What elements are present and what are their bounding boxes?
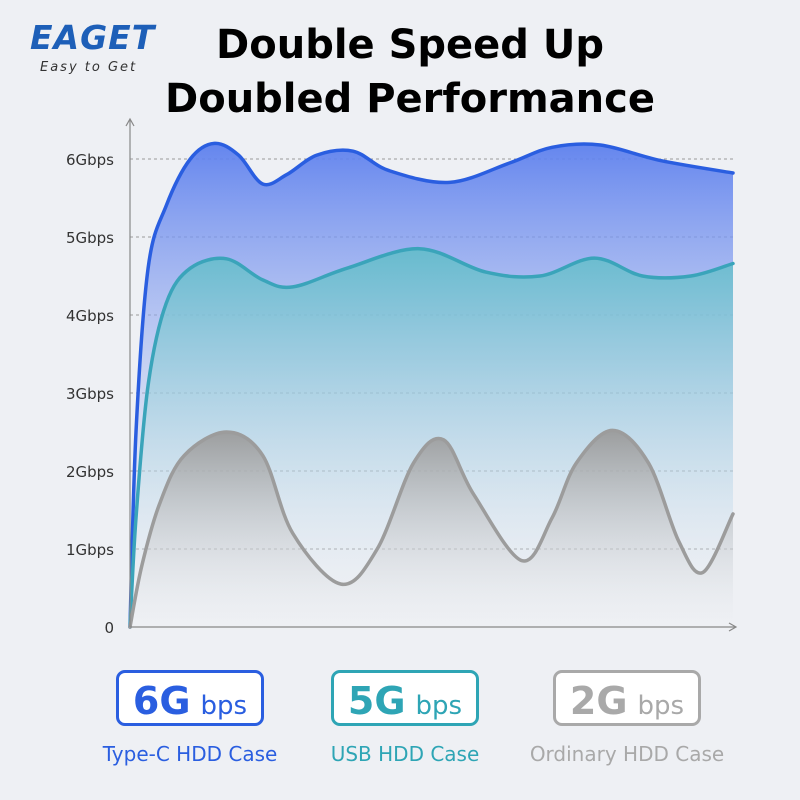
ordinary-hdd-case-area (130, 430, 733, 627)
y-tick-label: 4Gbps (66, 307, 114, 325)
y-tick-label: 2Gbps (66, 463, 114, 481)
badge-type-c-box: 6G bps (115, 670, 265, 726)
headline: Double Speed Up Doubled Performance (150, 18, 670, 126)
badge-ordinary-box: 2G bps (552, 670, 702, 726)
badge-type-c-unit: bps (200, 691, 248, 721)
brand-tagline: Easy to Get (40, 60, 138, 75)
y-axis-arrow-icon (125, 117, 135, 127)
y-tick-label: 1Gbps (66, 541, 114, 559)
headline-line-1: Double Speed Up (216, 22, 604, 68)
ordinary-hdd-case-line (128, 428, 735, 629)
badge-usb-number: 5G (347, 679, 406, 723)
badge-ordinary: 2G bps Ordinary HDD Case (497, 670, 757, 766)
badge-usb-unit: bps (415, 691, 463, 721)
badge-usb-label: USB HDD Case (330, 742, 480, 766)
badge-type-c-label: Type-C HDD Case (102, 742, 278, 766)
y-tick-label: 3Gbps (66, 385, 114, 403)
badge-usb: 5G bps USB HDD Case (275, 670, 535, 766)
type-c-hdd-case-line (128, 141, 735, 629)
y-tick-label: 6Gbps (66, 151, 114, 169)
x-axis-arrow-icon (728, 622, 738, 632)
usb-hdd-case-line (128, 246, 735, 629)
badge-ordinary-number: 2G (569, 679, 628, 723)
brand-logo: EAGET Easy to Get (30, 18, 156, 76)
brand-name: EAGET (30, 18, 156, 57)
headline-line-2: Doubled Performance (165, 76, 655, 122)
badge-usb-box: 5G bps (330, 670, 480, 726)
y-tick-label: 5Gbps (66, 229, 114, 247)
y-tick-label: 0 (104, 619, 114, 637)
badge-ordinary-label: Ordinary HDD Case (529, 742, 725, 766)
badge-ordinary-unit: bps (637, 691, 685, 721)
badge-type-c-number: 6G (132, 679, 191, 723)
badge-type-c: 6G bps Type-C HDD Case (60, 670, 320, 766)
